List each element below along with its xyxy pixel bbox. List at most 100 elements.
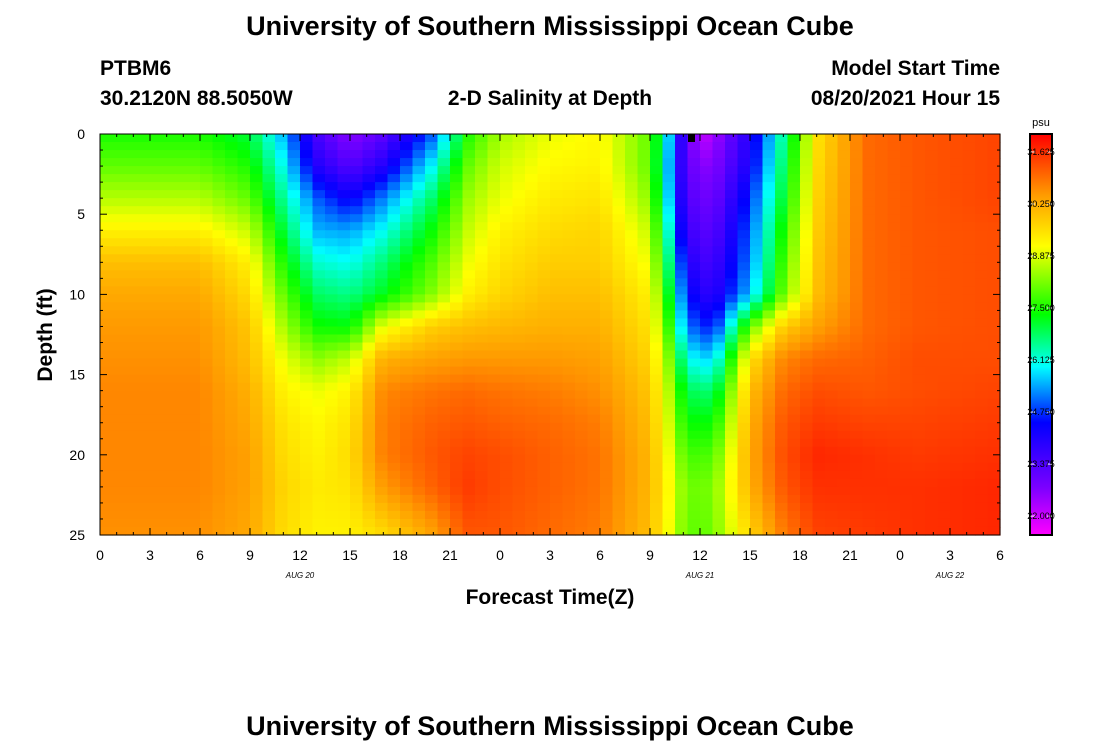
heatmap-cell (762, 510, 776, 520)
heatmap-cell (287, 358, 301, 368)
heatmap-cell (675, 382, 689, 392)
heatmap-cell (875, 358, 889, 368)
heatmap-cell (700, 238, 714, 247)
heatmap-cell (200, 374, 214, 384)
heatmap-cell (562, 142, 576, 151)
heatmap-cell (512, 494, 526, 504)
heatmap-cell (475, 518, 489, 528)
heatmap-cell (600, 326, 614, 336)
heatmap-cell (287, 310, 301, 320)
heatmap-cell (537, 326, 551, 336)
heatmap-cell (762, 246, 776, 255)
heatmap-cell (500, 502, 514, 512)
heatmap-cell (787, 214, 801, 223)
heatmap-cell (850, 278, 864, 287)
heatmap-cell (737, 318, 751, 328)
heatmap-cell (712, 222, 726, 231)
heatmap-cell (550, 198, 564, 207)
heatmap-cell (362, 278, 376, 287)
heatmap-cell (475, 350, 489, 360)
heatmap-cell (587, 198, 601, 207)
heatmap-cell (575, 254, 589, 263)
heatmap-cell (250, 214, 264, 223)
heatmap-cell (125, 358, 139, 368)
heatmap-cell (637, 382, 651, 392)
heatmap-cell (425, 366, 439, 376)
heatmap-cell (437, 198, 451, 207)
heatmap-cell (975, 150, 989, 159)
heatmap-cell (687, 318, 701, 328)
heatmap-cell (362, 342, 376, 352)
heatmap-cell (375, 302, 389, 312)
heatmap-cell (337, 430, 351, 440)
heatmap-cell (325, 462, 339, 472)
heatmap-cell (675, 142, 689, 151)
heatmap-cell (150, 358, 164, 368)
heatmap-cell (400, 246, 414, 255)
heatmap-cell (975, 350, 989, 360)
heatmap-cell (987, 486, 1001, 496)
heatmap-cell (512, 198, 526, 207)
heatmap-cell (250, 486, 264, 496)
heatmap-cell (650, 286, 664, 295)
heatmap-cell (750, 342, 764, 352)
heatmap-cell (937, 382, 951, 392)
heatmap-cell (700, 454, 714, 464)
heatmap-cell (487, 430, 501, 440)
heatmap-cell (950, 374, 964, 384)
heatmap-cell (187, 302, 201, 312)
heatmap-cell (937, 222, 951, 231)
heatmap-cell (662, 390, 676, 400)
heatmap-cell (712, 342, 726, 352)
heatmap-cell (462, 174, 476, 183)
heatmap-cell (512, 414, 526, 424)
heatmap-cell (837, 206, 851, 215)
heatmap-cell (687, 254, 701, 263)
heatmap-cell (837, 158, 851, 167)
heatmap-cell (875, 342, 889, 352)
heatmap-cell (962, 414, 976, 424)
heatmap-cell (712, 262, 726, 271)
heatmap-cell (837, 286, 851, 295)
heatmap-cell (250, 222, 264, 231)
heatmap-cell (875, 374, 889, 384)
heatmap-cell (562, 382, 576, 392)
heatmap-cell (937, 350, 951, 360)
heatmap-cell (550, 438, 564, 448)
heatmap-cell (112, 494, 126, 504)
heatmap-cell (862, 262, 876, 271)
heatmap-cell (562, 342, 576, 352)
heatmap-cell (400, 366, 414, 376)
heatmap-cell (175, 462, 189, 472)
heatmap-cell (750, 198, 764, 207)
heatmap-cell (962, 526, 976, 536)
heatmap-cell (212, 190, 226, 199)
heatmap-cell (487, 134, 501, 143)
heatmap-cell (287, 166, 301, 175)
heatmap-cell (500, 238, 514, 247)
heatmap-cell (737, 174, 751, 183)
heatmap-cell (887, 374, 901, 384)
heatmap-cell (262, 262, 276, 271)
heatmap-cell (375, 246, 389, 255)
heatmap-cell (737, 238, 751, 247)
heatmap-cell (462, 190, 476, 199)
heatmap-cell (262, 366, 276, 376)
heatmap-cell (537, 502, 551, 512)
heatmap-cell (337, 246, 351, 255)
heatmap-cell (925, 422, 939, 432)
heatmap-cell (162, 182, 176, 191)
heatmap-cell (225, 526, 239, 536)
heatmap-cell (250, 230, 264, 239)
heatmap-cell (550, 270, 564, 279)
heatmap-cell (550, 446, 564, 456)
heatmap-cell (387, 462, 401, 472)
heatmap-cell (737, 150, 751, 159)
heatmap-cell (450, 254, 464, 263)
heatmap-cell (675, 406, 689, 416)
heatmap-cell (375, 406, 389, 416)
heatmap-cell (150, 430, 164, 440)
heatmap-cell (275, 502, 289, 512)
heatmap-cell (212, 526, 226, 536)
heatmap-cell (675, 182, 689, 191)
